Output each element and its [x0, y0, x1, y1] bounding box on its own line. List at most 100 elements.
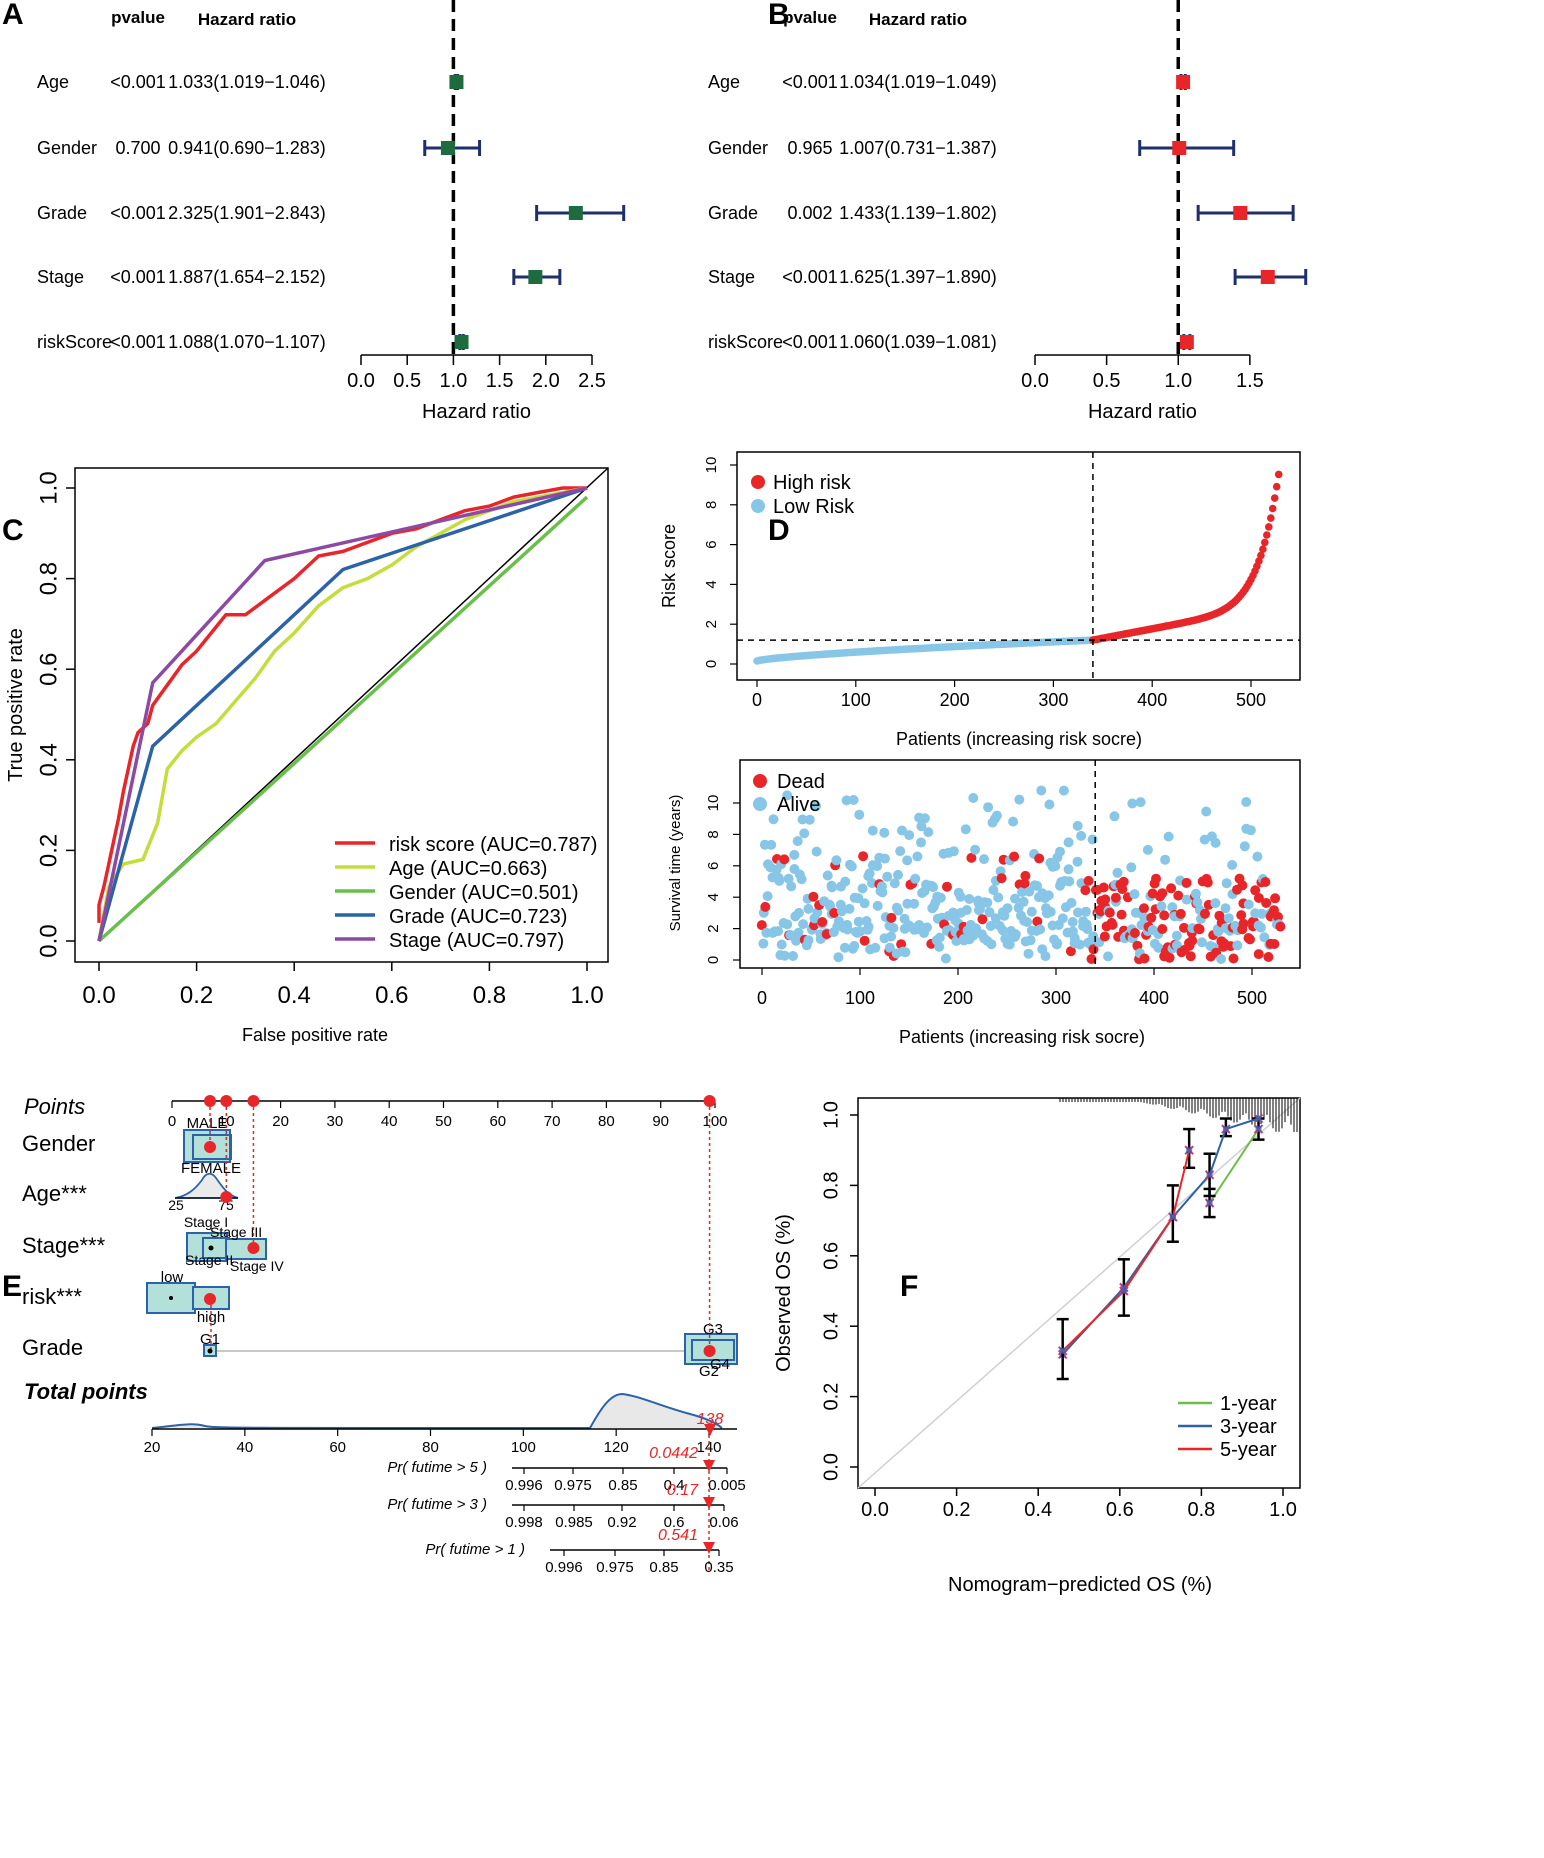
- risk-point: [1274, 470, 1283, 479]
- survival-point: [870, 942, 881, 953]
- row-pvalue: 0.700: [115, 138, 160, 158]
- prob-tick-label: 0.85: [608, 1477, 637, 1494]
- hr-marker: [528, 270, 543, 284]
- y-tick-label: 8: [705, 830, 722, 838]
- level-G3: G3: [703, 1321, 723, 1338]
- survival-point: [1201, 806, 1212, 817]
- calibration-line: [1062, 1149, 1191, 1352]
- y-tick-label: 0.6: [820, 1242, 842, 1270]
- y-axis-title: Risk score: [659, 524, 679, 608]
- points-tick-label: 50: [435, 1113, 452, 1130]
- survival-point: [1187, 935, 1198, 946]
- prob-tick-label: 0.85: [649, 1559, 678, 1576]
- prob-value: 0.17: [667, 1482, 699, 1499]
- survival-point: [948, 907, 959, 918]
- survival-point: [1239, 841, 1250, 852]
- survival-point: [766, 839, 777, 850]
- risk-point: [1263, 531, 1271, 539]
- x-tick-label: 200: [943, 988, 973, 1008]
- survival-point: [788, 951, 798, 961]
- grade-box-G2-G4: [691, 1339, 735, 1361]
- survival-point: [1253, 949, 1264, 960]
- prob-value: 0.541: [658, 1527, 698, 1544]
- grade-dot: [207, 1348, 213, 1354]
- survival-point: [859, 935, 870, 946]
- header-hazard-ratio: Hazard ratio: [869, 10, 967, 29]
- prob-label: Pr( futime > 3 ): [387, 1496, 487, 1513]
- y-tick-label: 0.0: [820, 1453, 842, 1481]
- survival-point: [1157, 888, 1168, 899]
- x-tick-label: 0.6: [1106, 1499, 1134, 1521]
- risk-point: [1261, 538, 1269, 547]
- legend-marker: [751, 475, 765, 489]
- survival-point: [1008, 816, 1019, 827]
- survival-point: [779, 950, 790, 961]
- x-tick-label: 0: [757, 988, 767, 1008]
- y-tick-label: 10: [703, 457, 720, 474]
- points-label: Points: [24, 1094, 85, 1119]
- calibration-line: [1208, 1128, 1260, 1204]
- calibration-point-fill: [1255, 1115, 1262, 1122]
- legend-label: Alive: [777, 794, 820, 816]
- prob-marker: [703, 1497, 715, 1509]
- x-tick-label: 1.0: [439, 370, 467, 392]
- survival-point: [1245, 825, 1256, 836]
- hr-marker: [1172, 141, 1187, 155]
- survival-point: [984, 907, 995, 918]
- risk-score-scatter: 0 100 200 300 400 500 0 2 4 6 8 10 Patients (increas…: [659, 451, 1301, 749]
- legend-marker: [753, 774, 767, 788]
- survival-point: [1072, 856, 1083, 867]
- survival-point: [1160, 854, 1171, 865]
- survival-point: [1067, 917, 1078, 927]
- prob-tick-label: 0.996: [545, 1559, 583, 1576]
- survival-point: [1220, 903, 1231, 914]
- x-tick-label: 1.0: [1164, 370, 1192, 392]
- survival-point: [872, 861, 883, 872]
- survival-point: [1157, 924, 1168, 934]
- survival-point: [1087, 834, 1098, 845]
- y-tick-label: 0.0: [35, 924, 62, 957]
- survival-point: [849, 940, 860, 951]
- survival-point: [1216, 954, 1227, 964]
- prob-label: Pr( futime > 1 ): [425, 1541, 525, 1558]
- survival-point: [867, 878, 877, 889]
- survival-point: [1019, 878, 1030, 889]
- survival-point: [1072, 820, 1083, 831]
- survival-point: [1023, 948, 1034, 959]
- prob-tick-label: 0.6: [664, 1514, 685, 1531]
- points-tick-label: 90: [652, 1113, 669, 1130]
- roc-line: [97, 486, 587, 923]
- x-tick-label: 0.0: [1021, 370, 1049, 392]
- survival-point: [910, 873, 921, 884]
- survival-point: [1073, 907, 1083, 918]
- row-pvalue: 0.002: [787, 203, 832, 223]
- legend-label: Grade (AUC=0.723): [389, 906, 567, 928]
- survival-point: [857, 883, 868, 894]
- survival-point: [799, 828, 810, 839]
- survival-point: [993, 892, 1004, 903]
- variable-label: risk***: [22, 1284, 82, 1309]
- legend-label: 3-year: [1220, 1416, 1277, 1438]
- y-tick-label: 2: [705, 924, 722, 932]
- legend-marker: [753, 797, 767, 811]
- prob-marker: [703, 1542, 715, 1554]
- level-stage-III: Stage III: [210, 1224, 262, 1240]
- survival-point: [793, 927, 804, 938]
- prob-tick-label: 0.4: [664, 1477, 685, 1494]
- plot-frame: [736, 451, 1301, 681]
- survival-point: [1159, 910, 1170, 921]
- survival-point: [893, 905, 904, 916]
- survival-point: [776, 939, 787, 950]
- survival-point: [1237, 880, 1248, 891]
- y-tick-label: 0: [705, 956, 722, 964]
- survival-point: [1002, 903, 1013, 914]
- survival-point: [1065, 946, 1076, 957]
- x-tick-label: 0.8: [1187, 1499, 1215, 1521]
- points-tick-label: 60: [489, 1113, 506, 1130]
- y-tick-label: 6: [705, 862, 722, 870]
- survival-point: [912, 851, 923, 862]
- survival-point: [792, 836, 803, 847]
- survival-point: [1227, 860, 1238, 870]
- survival-point: [786, 881, 797, 892]
- survival-point: [1129, 889, 1140, 900]
